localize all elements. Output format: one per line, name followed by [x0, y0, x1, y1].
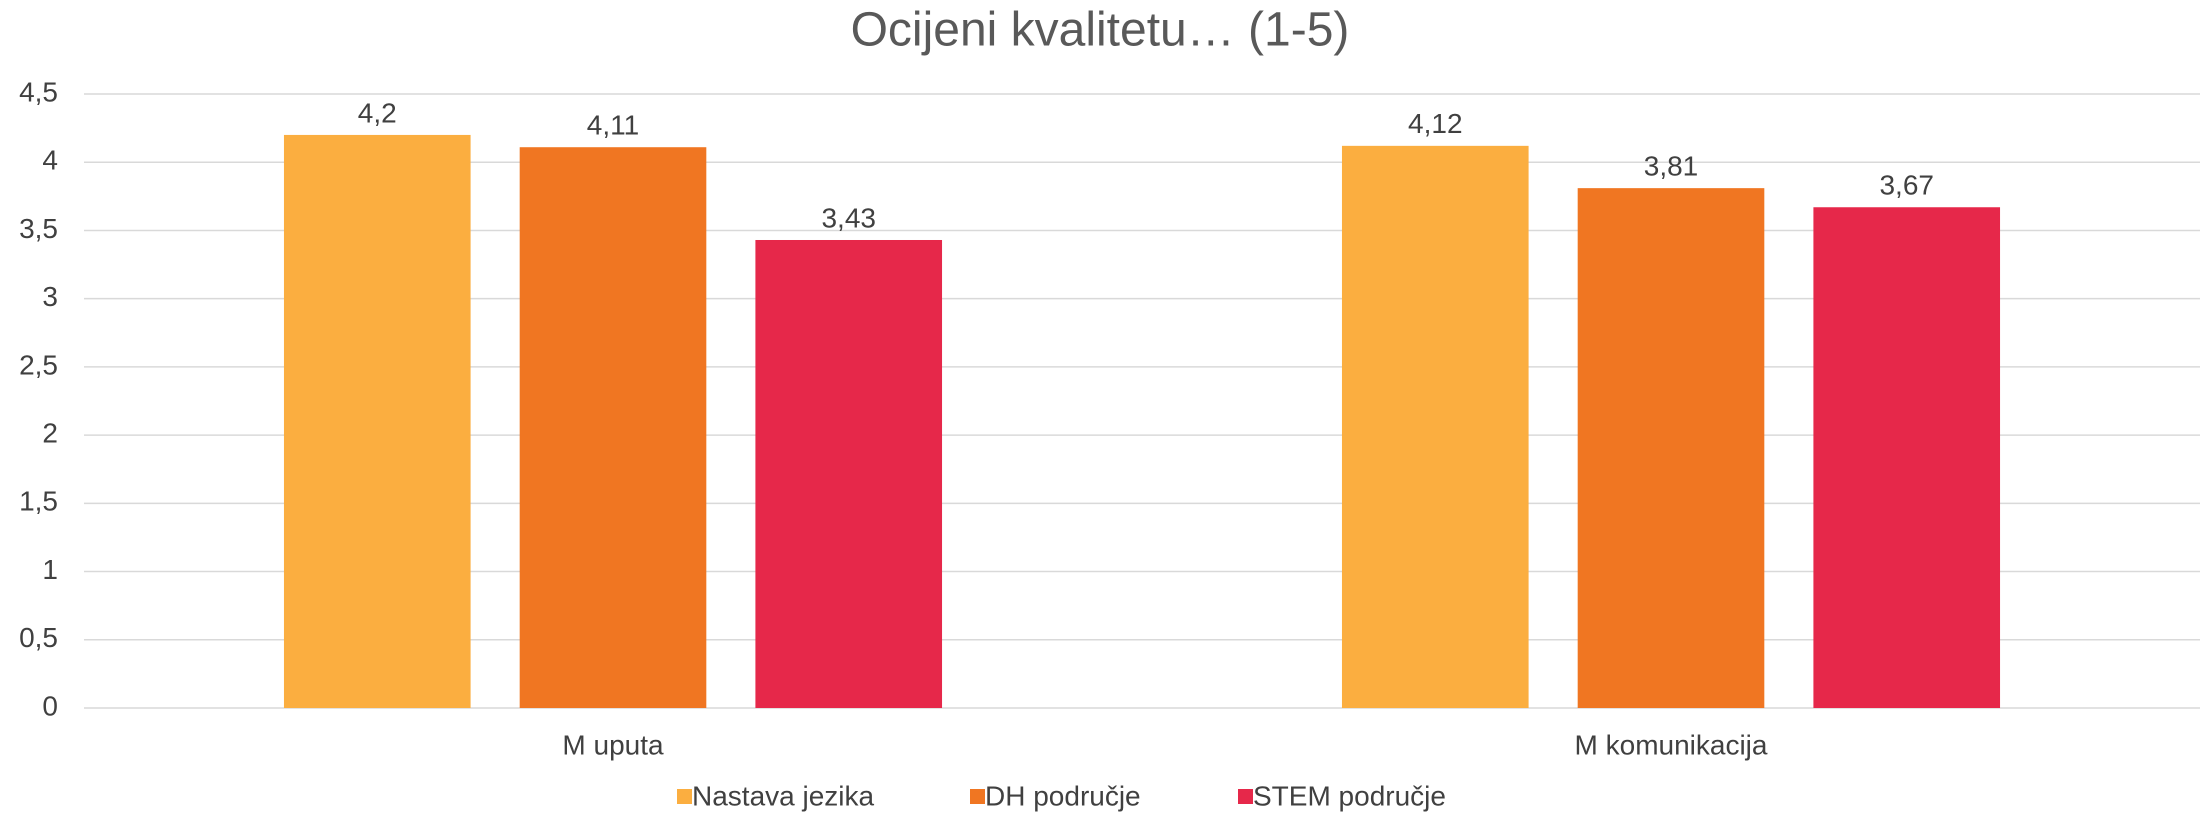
- data-label: 3,81: [1644, 151, 1699, 182]
- bar: [283, 134, 471, 708]
- data-label: 4,11: [587, 110, 639, 141]
- y-tick-label: 4,5: [19, 76, 58, 107]
- data-label: 3,67: [1879, 170, 1934, 201]
- y-tick-label: 1,5: [19, 486, 58, 517]
- y-tick-label: 2: [42, 418, 58, 449]
- legend-label: Nastava jezika: [692, 780, 875, 811]
- data-label: 4,12: [1408, 108, 1463, 139]
- data-label: 3,43: [821, 202, 876, 233]
- x-tick-label: M komunikacija: [1575, 729, 1768, 760]
- y-tick-label: 0: [42, 690, 58, 721]
- bar: [1813, 207, 2001, 708]
- bar: [1341, 145, 1529, 709]
- bar: [755, 239, 943, 709]
- data-label: 4,2: [358, 97, 397, 128]
- y-tick-label: 2,5: [19, 349, 58, 380]
- legend-swatch: [677, 789, 692, 804]
- legend-label: DH područje: [985, 780, 1141, 811]
- bar: [1577, 188, 1765, 708]
- y-tick-label: 3: [42, 281, 58, 312]
- y-tick-label: 3,5: [19, 213, 58, 244]
- chart-title: Ocijeni kvalitetu… (1-5): [851, 4, 1350, 57]
- y-tick-label: 0,5: [19, 622, 58, 653]
- legend-swatch: [970, 789, 985, 804]
- x-tick-label: M uputa: [562, 729, 664, 760]
- y-tick-label: 1: [42, 554, 58, 585]
- bar: [519, 147, 707, 709]
- legend-label: STEM područje: [1253, 780, 1446, 811]
- legend-swatch: [1238, 789, 1253, 804]
- y-tick-label: 4: [42, 145, 58, 176]
